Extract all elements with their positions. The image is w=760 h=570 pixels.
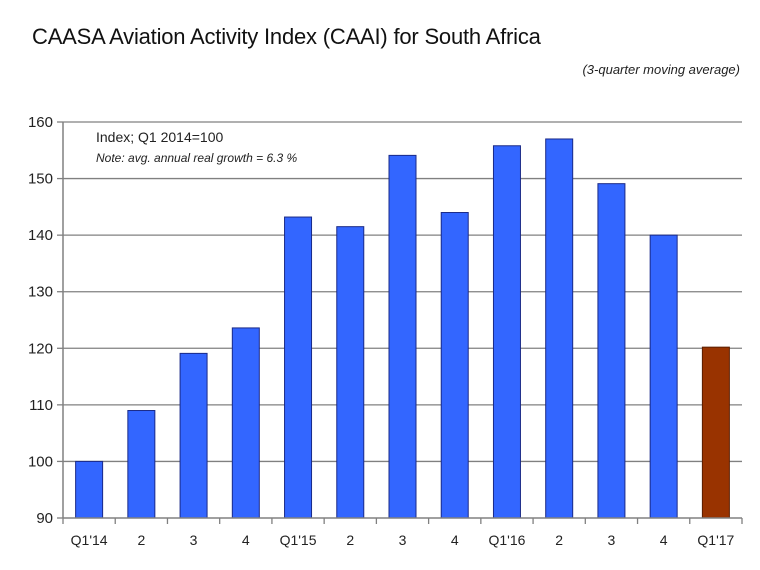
x-tick-label: 4 [660, 532, 668, 548]
bar [231, 327, 260, 519]
y-tick-label: 100 [28, 453, 53, 470]
bar [388, 154, 417, 519]
y-tick-label: 90 [36, 510, 53, 527]
x-tick-labels: Q1'14 2 3 4 Q1'15 2 3 4 Q1'16 2 3 4 Q1'17 [71, 532, 735, 548]
x-tick-label: 2 [346, 532, 354, 548]
bar [492, 145, 521, 519]
x-tick-label: 2 [555, 532, 563, 548]
annotation-growth-note: Note: avg. annual real growth = 6.3 % [96, 151, 297, 165]
x-tick-label: Q1'14 [71, 532, 108, 548]
bar [440, 212, 469, 519]
bar [75, 460, 104, 519]
bar [649, 234, 678, 519]
y-tick-label: 160 [28, 114, 53, 131]
y-tick-label: 110 [29, 397, 53, 414]
chart-title: CAASA Aviation Activity Index (CAAI) for… [32, 24, 541, 49]
y-tick-label: 140 [28, 227, 53, 244]
x-tick-label: 4 [451, 532, 459, 548]
bar [179, 352, 208, 519]
bar [336, 226, 365, 519]
x-tick-label: 3 [190, 532, 198, 548]
y-tick-labels: 90 100 110 120 130 140 150 160 [28, 114, 53, 527]
y-tick-label: 130 [28, 284, 53, 301]
x-tick-label: 4 [242, 532, 250, 548]
bar [127, 410, 156, 519]
bars [75, 138, 730, 519]
x-tick-label: 2 [137, 532, 145, 548]
x-tick-label: 3 [608, 532, 616, 548]
x-tick-label: Q1'15 [280, 532, 317, 548]
bar [597, 183, 626, 519]
y-tick-label: 150 [28, 171, 53, 188]
axes [57, 121, 743, 524]
y-tick-label: 120 [28, 340, 53, 357]
x-tick-label: 3 [399, 532, 407, 548]
x-tick-label: Q1'16 [489, 532, 526, 548]
chart-subtitle: (3-quarter moving average) [582, 62, 740, 77]
bar [545, 138, 574, 519]
annotation-index-base: Index; Q1 2014=100 [96, 129, 223, 145]
bar [284, 216, 313, 519]
x-tick-label: Q1'17 [697, 532, 734, 548]
bar [701, 346, 730, 519]
